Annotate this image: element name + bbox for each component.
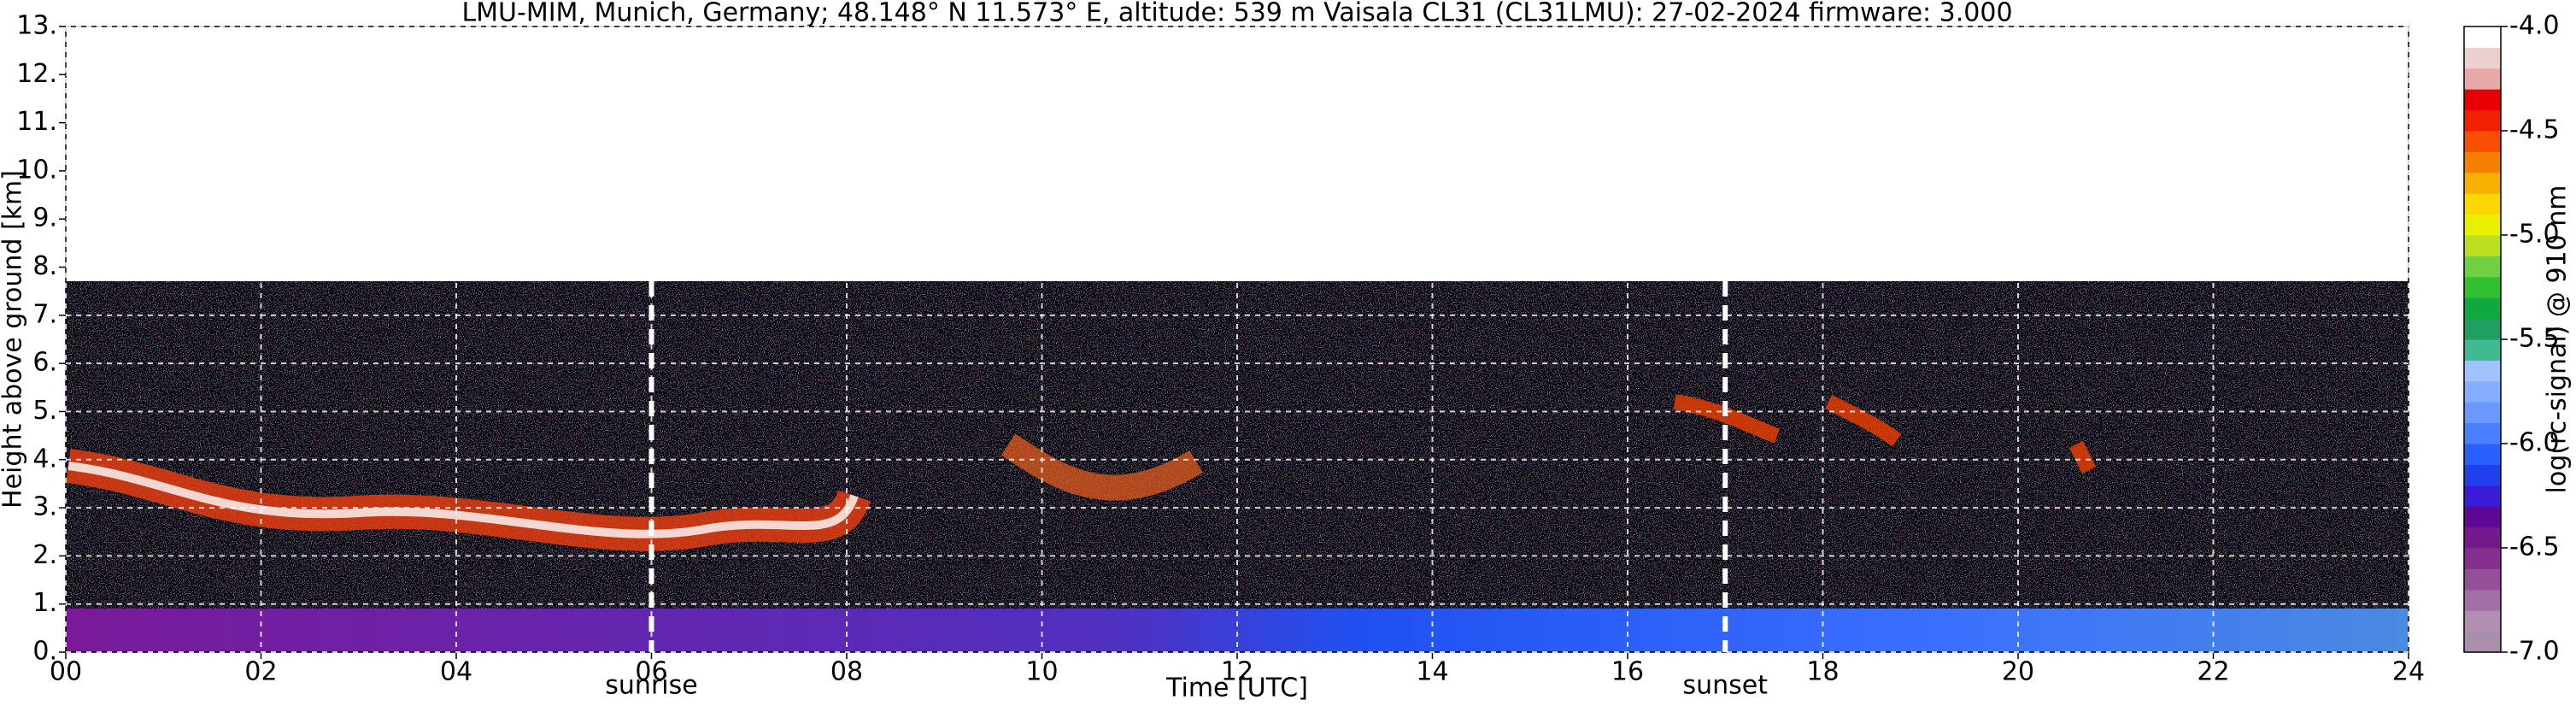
colorbar-swatch xyxy=(2464,506,2501,528)
colorbar-tick-label: -4.0 xyxy=(2509,11,2560,41)
colorbar-swatch xyxy=(2464,631,2501,653)
colorbar-tick-label: -4.5 xyxy=(2509,115,2560,145)
colorbar-swatch xyxy=(2464,402,2501,424)
y-tick-label: 6. xyxy=(32,348,57,378)
y-tick-label: 1. xyxy=(32,588,57,618)
colorbar-swatch xyxy=(2464,172,2501,194)
colorbar-swatch xyxy=(2464,548,2501,569)
colorbar-tick-label: -6.0 xyxy=(2509,428,2560,458)
x-tick-label: 20 xyxy=(2002,657,2034,687)
x-tick-label: 08 xyxy=(830,657,863,687)
colorbar-swatch xyxy=(2464,297,2501,320)
y-tick-label: 10. xyxy=(16,155,57,185)
colorbar-swatch xyxy=(2464,360,2501,382)
colorbar-swatch xyxy=(2464,68,2501,90)
colorbar-tick-label: -5.0 xyxy=(2509,220,2560,250)
colorbar-tick-label: -6.5 xyxy=(2509,532,2560,562)
colorbar-swatch xyxy=(2464,131,2501,152)
x-tick-label: 00 xyxy=(50,657,82,687)
y-tick-label: 13. xyxy=(16,11,57,41)
y-tick-label: 2. xyxy=(32,540,57,570)
colorbar-swatch xyxy=(2464,47,2501,69)
colorbar-swatch xyxy=(2464,527,2501,549)
colorbar-swatch xyxy=(2464,89,2501,111)
y-tick-label: 4. xyxy=(32,444,57,474)
aerosol-core xyxy=(67,462,859,538)
colorbar-tick-label: -7.0 xyxy=(2509,637,2560,667)
y-tick-label: 5. xyxy=(32,396,57,426)
colorbar-swatch xyxy=(2464,610,2501,632)
colorbar-swatch xyxy=(2464,318,2501,340)
x-tick-label: 12 xyxy=(1221,657,1253,687)
heatmap-layer xyxy=(66,281,2409,652)
y-tick-label: 8. xyxy=(32,251,57,281)
annotation-label: sunset xyxy=(1682,671,1768,701)
chart-title: LMU-MIM, Munich, Germany; 48.148° N 11.5… xyxy=(461,0,2012,28)
y-tick-label: 0. xyxy=(32,637,57,667)
colorbar-swatch xyxy=(2464,256,2501,278)
signal-noise xyxy=(66,281,2409,652)
colorbar-swatch xyxy=(2464,485,2501,507)
cloud-patch xyxy=(1673,394,2097,474)
x-tick-label: 10 xyxy=(1025,657,1058,687)
x-tick-label: 18 xyxy=(1806,657,1839,687)
y-tick-label: 9. xyxy=(32,203,57,233)
colorbar-label: log(rc-signal) @ 910 nm xyxy=(2543,185,2573,494)
colorbar-swatch xyxy=(2464,235,2501,256)
x-tick-label: 14 xyxy=(1416,657,1448,687)
colorbar-swatch xyxy=(2464,444,2501,465)
colorbar-swatch xyxy=(2464,109,2501,132)
colorbar-swatch xyxy=(2464,464,2501,486)
x-tick-label: 06 xyxy=(635,657,667,687)
x-tick-label: 24 xyxy=(2392,657,2425,687)
x-tick-label: 16 xyxy=(1611,657,1644,687)
x-tick-label: 02 xyxy=(244,657,277,687)
colorbar-swatch xyxy=(2464,339,2501,361)
x-tick-label: 04 xyxy=(440,657,472,687)
x-tick-label: 22 xyxy=(2197,657,2229,687)
y-tick-label: 3. xyxy=(32,492,57,522)
colorbar-swatch xyxy=(2464,26,2501,48)
aerosol-layer xyxy=(1000,433,1203,501)
colorbar-swatch xyxy=(2464,422,2501,444)
colorbar-swatch xyxy=(2464,151,2501,174)
colorbar-swatch xyxy=(2464,568,2501,591)
y-axis-label: Height above ground [km] xyxy=(0,170,28,509)
y-tick-label: 7. xyxy=(32,299,57,329)
colorbar-swatch xyxy=(2464,214,2501,236)
y-tick-label: 12. xyxy=(16,59,57,89)
annotation-label: sunrise xyxy=(605,671,697,701)
colorbar-swatch xyxy=(2464,276,2501,298)
y-tick-label: 11. xyxy=(16,107,57,137)
colorbar-swatch xyxy=(2464,380,2501,403)
colorbar-tick-label: -5.5 xyxy=(2509,324,2560,354)
x-axis-label: Time [UTC] xyxy=(1165,674,1308,703)
colorbar-swatch xyxy=(2464,193,2501,215)
colorbar-swatch xyxy=(2464,589,2501,611)
